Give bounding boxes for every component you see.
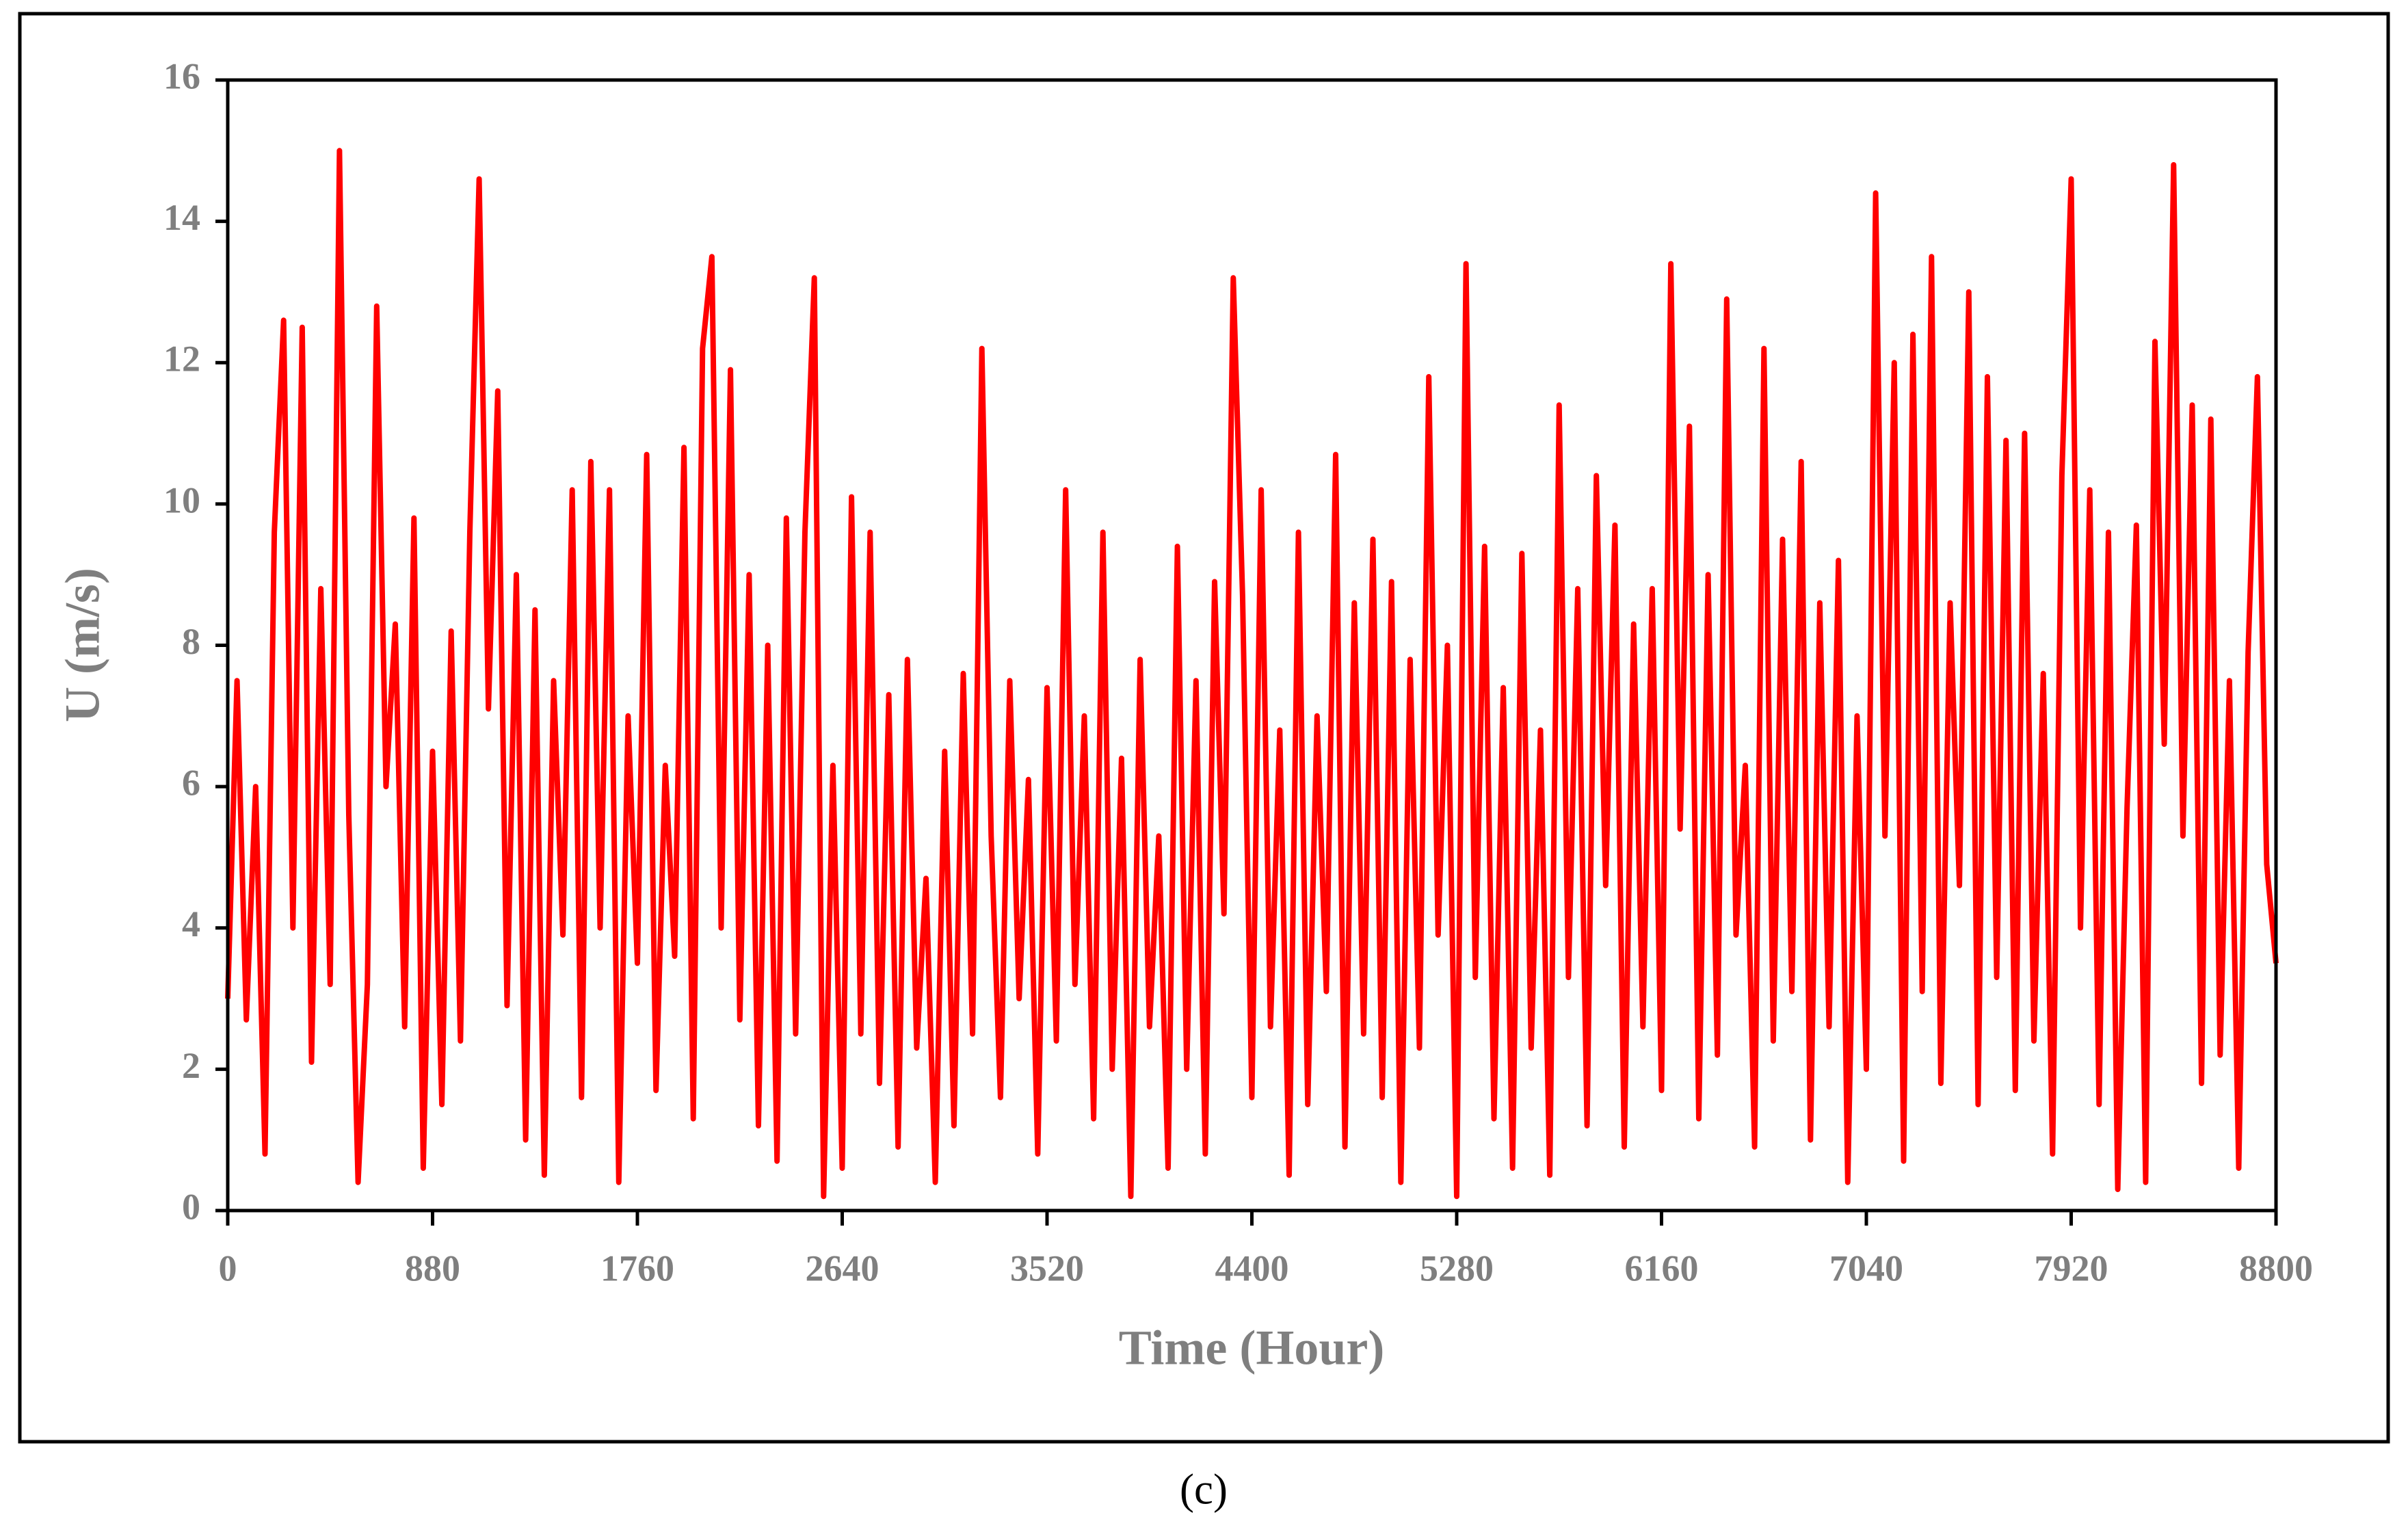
caption: (c)	[1180, 1465, 1228, 1513]
y-tick-label: 6	[182, 763, 200, 804]
x-tick-label: 4400	[1215, 1247, 1289, 1289]
y-tick-label: 16	[163, 55, 200, 96]
x-axis-label: Time (Hour)	[1119, 1321, 1385, 1375]
data-line	[225, 148, 2279, 1200]
x-tick-label: 880	[405, 1247, 460, 1289]
x-tick-label: 7040	[1829, 1247, 1903, 1289]
x-tick-label: 7920	[2035, 1247, 2108, 1289]
x-tick-label: 6160	[1625, 1247, 1699, 1289]
outer-frame	[18, 12, 2390, 1444]
x-tick-label: 2640	[806, 1247, 879, 1289]
x-tick-label: 3520	[1010, 1247, 1084, 1289]
x-tick-label: 5280	[1420, 1247, 1494, 1289]
y-tick-label: 4	[182, 903, 200, 945]
x-tick-label: 8800	[2239, 1247, 2313, 1289]
y-tick-label: 2	[182, 1045, 200, 1086]
y-tick-label: 12	[163, 339, 200, 380]
y-tick-label: 10	[163, 479, 200, 520]
y-tick-label: 0	[182, 1186, 200, 1227]
y-tick-label: 14	[163, 197, 200, 238]
x-tick-label: 1760	[600, 1247, 674, 1289]
y-axis-label: U (m/s)	[55, 568, 110, 722]
y-tick-label: 8	[182, 621, 200, 662]
x-tick-label: 0	[219, 1247, 237, 1289]
